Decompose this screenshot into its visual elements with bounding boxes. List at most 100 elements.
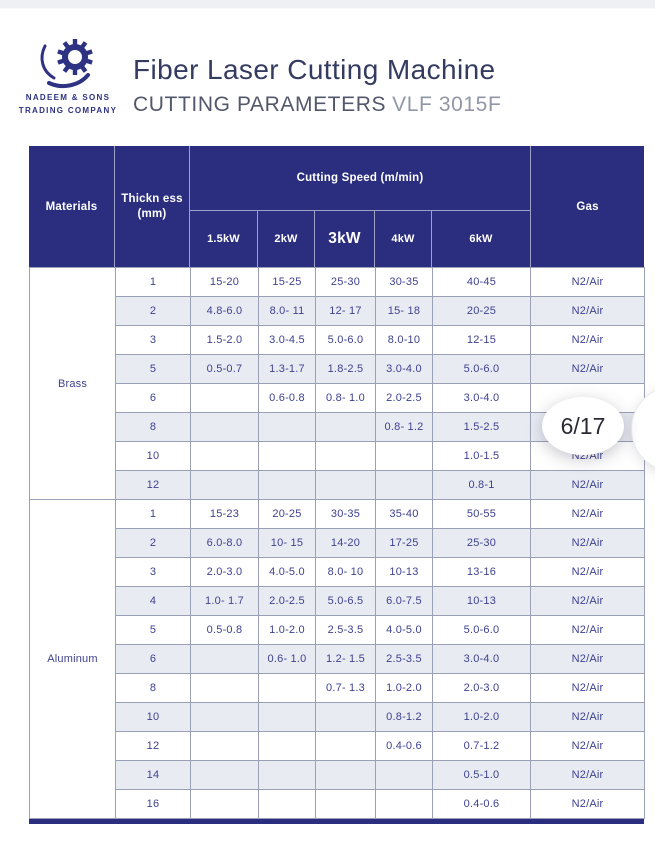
gas-cell: N2/Air [530,760,645,790]
table-row: 12 0.4-0.6 0.7-1.2 N2/Air [30,731,645,761]
speed-cell-3kw [315,731,376,761]
thickness-cell: 5 [115,615,191,645]
header-power-1_5kw: 1.5kW [190,211,258,267]
thickness-cell: 14 [115,760,191,790]
speed-cell-3kw [315,412,376,442]
gas-cell: N2/Air [530,296,645,326]
gas-cell: N2/Air [530,644,645,674]
header-power-4kw: 4kW [375,211,432,267]
speed-cell-2kw [258,731,316,761]
speed-cell-3kw: 12- 17 [315,296,376,326]
table-row: 10 0.8-1.2 1.0-2.0 N2/Air [30,702,645,732]
table-row: 6 0.6-0.8 0.8- 1.0 2.0-2.5 3.0-4.0 [30,383,645,413]
speed-cell-1_5kw: 1.5-2.0 [190,325,259,355]
thickness-cell: 2 [115,528,191,558]
gas-cell: N2/Air [530,499,645,529]
speed-cell-6kw: 20-25 [432,296,531,326]
page-subtitle: CUTTING PARAMETERS VLF 3015F [133,93,501,117]
speed-cell-6kw: 40-45 [432,267,531,297]
speed-cell-1_5kw: 0.5-0.8 [190,615,259,645]
speed-cell-3kw: 25-30 [315,267,376,297]
thickness-cell: 2 [115,296,191,326]
header-cutting-speed: Cutting Speed (m/min) [190,146,530,211]
table-header: Materials Thickn ess (mm) Cutting Speed … [29,146,644,267]
speed-cell-3kw [315,470,376,500]
speed-cell-1_5kw [190,441,259,471]
speed-cell-4kw: 0.8-1.2 [375,702,433,732]
speed-cell-3kw [315,441,376,471]
speed-cell-6kw: 0.7-1.2 [432,731,531,761]
speed-cell-3kw: 30-35 [315,499,376,529]
speed-cell-4kw [375,789,433,819]
page-title: Fiber Laser Cutting Machine [133,54,496,85]
speed-cell-2kw [258,702,316,732]
speed-cell-3kw: 8.0- 10 [315,557,376,587]
speed-cell-4kw: 0.4-0.6 [375,731,433,761]
speed-cell-6kw: 1.0-1.5 [432,441,531,471]
speed-cell-6kw: 13-16 [432,557,531,587]
speed-cell-1_5kw: 1.0- 1.7 [190,586,259,616]
header-power-2kw: 2kW [258,211,315,267]
speed-cell-6kw: 0.5-1.0 [432,760,531,790]
speed-cell-3kw: 1.8-2.5 [315,354,376,384]
header-gas: Gas [530,146,644,267]
gas-cell: N2/Air [530,470,645,500]
speed-cell-4kw: 2.0-2.5 [375,383,433,413]
gas-cell: N2/Air [530,586,645,616]
table-row: Aluminum 1 15-23 20-25 30-35 35-40 50-55 … [29,499,645,819]
parameters-table: Materials Thickn ess (mm) Cutting Speed … [29,146,645,824]
speed-cell-2kw: 4.0-5.0 [258,557,316,587]
speed-cell-2kw [258,412,316,442]
speed-cell-2kw [258,789,316,819]
speed-cell-4kw: 1.0-2.0 [375,673,433,703]
gas-cell: N2/Air [530,731,645,761]
speed-cell-4kw [375,441,433,471]
gas-cell: N2/Air [530,354,645,384]
speed-cell-1_5kw [190,673,259,703]
material-cell: Aluminum [29,499,116,819]
gas-cell: N2/Air [530,528,645,558]
speed-cell-3kw: 5.0-6.5 [315,586,376,616]
speed-cell-6kw: 50-55 [432,499,531,529]
speed-cell-4kw: 35-40 [375,499,433,529]
table-row: 2 6.0-8.0 10- 15 14-20 17-25 25-30 N2/Ai… [30,528,645,558]
header-materials: Materials [29,146,115,267]
brand-name-line1: NADEEM & SONS [25,93,111,102]
speed-cell-3kw: 5.0-6.0 [315,325,376,355]
table-row: 4 1.0- 1.7 2.0-2.5 5.0-6.5 6.0-7.5 10-13… [30,586,645,616]
speed-cell-3kw: 0.8- 1.0 [315,383,376,413]
speed-cell-2kw: 10- 15 [258,528,316,558]
gas-cell: N2/Air [530,789,645,819]
gas-cell: N2/Air [530,557,645,587]
speed-cell-4kw: 17-25 [375,528,433,558]
speed-cell-4kw [375,760,433,790]
speed-cell-1_5kw [190,731,259,761]
speed-cell-1_5kw: 0.5-0.7 [190,354,259,384]
speed-cell-2kw: 15-25 [258,267,316,297]
speed-cell-1_5kw [190,383,259,413]
speed-cell-2kw: 0.6-0.8 [258,383,316,413]
speed-cell-2kw [258,441,316,471]
table-row: 8 0.7- 1.3 1.0-2.0 2.0-3.0 N2/Air [30,673,645,703]
speed-cell-4kw: 3.0-4.0 [375,354,433,384]
speed-cell-1_5kw: 4.8-6.0 [190,296,259,326]
gas-cell: N2/Air [530,325,645,355]
speed-cell-1_5kw: 15-20 [190,267,259,297]
thickness-cell: 16 [115,789,191,819]
thickness-cell: 1 [115,499,191,529]
speed-cell-1_5kw [190,412,259,442]
speed-cell-2kw: 2.0-2.5 [258,586,316,616]
table-row: 16 0.4-0.6 N2/Air [30,789,645,819]
table-row: 5 0.5-0.7 1.3-1.7 1.8-2.5 3.0-4.0 5.0-6.… [30,354,645,384]
page-indicator: 6/17 [542,397,624,455]
thickness-cell: 5 [115,354,191,384]
subtitle-text: CUTTING PARAMETERS [133,93,387,116]
speed-cell-6kw: 0.8-1 [432,470,531,500]
speed-cell-2kw: 20-25 [258,499,316,529]
speed-cell-4kw: 8.0-10 [375,325,433,355]
thickness-cell: 3 [115,557,191,587]
header-power-3kw: 3kW [315,211,375,267]
thickness-cell: 8 [115,673,191,703]
speed-cell-3kw [315,702,376,732]
